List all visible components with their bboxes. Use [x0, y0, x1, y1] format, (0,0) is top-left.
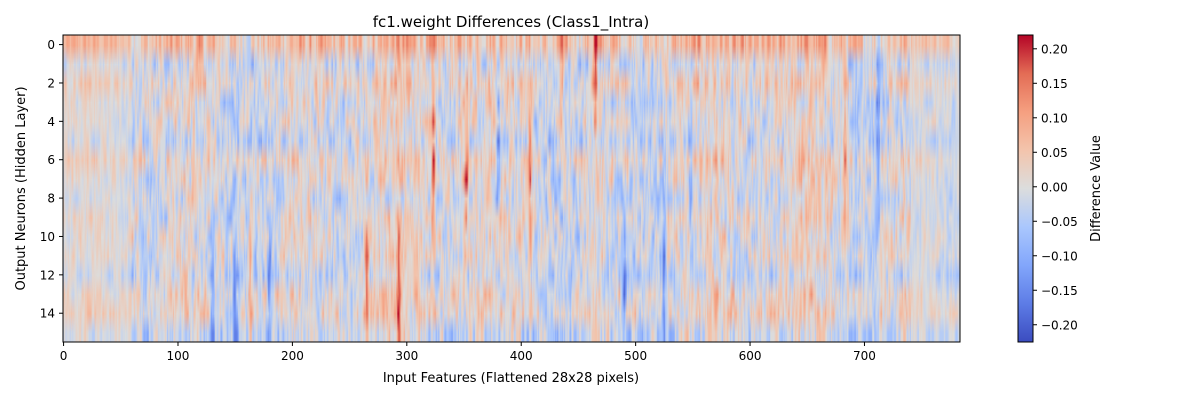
colorbar-ticks: −0.20 −0.15 −0.10 −0.05 0.00 0.05 0.10 0.15 0.20 [1033, 42, 1078, 332]
y-tick-label: 14 [40, 307, 55, 321]
y-tick-label: 12 [40, 268, 55, 282]
x-tick-label: 500 [624, 349, 647, 363]
x-tick-label: 0 [60, 349, 68, 363]
y-axis-ticks: 0 2 4 6 8 10 12 14 [40, 38, 63, 321]
y-axis-label: Output Neurons (Hidden Layer) [14, 86, 29, 290]
colorbar-tick-label: 0.00 [1041, 180, 1068, 194]
x-tick-label: 400 [510, 349, 533, 363]
x-tick-label: 600 [739, 349, 762, 363]
colorbar-tick-label: −0.05 [1041, 215, 1078, 229]
colorbar-tick-label: 0.05 [1041, 146, 1068, 160]
colorbar-gradient [1017, 34, 1034, 343]
plot-area [62, 34, 961, 343]
colorbar-tick-label: 0.10 [1041, 111, 1068, 125]
colorbar-tick-label: −0.10 [1041, 249, 1078, 263]
colorbar-tick-label: −0.15 [1041, 284, 1078, 298]
y-tick-label: 6 [47, 153, 55, 167]
x-axis-label: Input Features (Flattened 28x28 pixels) [383, 371, 639, 386]
colorbar-tick-label: 0.20 [1041, 42, 1068, 56]
x-axis-ticks: 0 100 200 300 400 500 600 700 [60, 342, 876, 363]
colorbar-tick-label: −0.20 [1041, 318, 1078, 332]
x-tick-label: 700 [853, 349, 876, 363]
x-tick-label: 300 [395, 349, 418, 363]
colorbar: −0.20 −0.15 −0.10 −0.05 0.00 0.05 0.10 0.15 0.20… [1017, 34, 1104, 343]
y-tick-label: 10 [40, 230, 55, 244]
y-tick-label: 8 [47, 192, 55, 206]
plot-frame [62, 34, 961, 343]
y-tick-label: 0 [47, 38, 55, 52]
colorbar-tick-label: 0.15 [1041, 77, 1068, 91]
chart-title: fc1.weight Differences (Class1_Intra) [373, 13, 649, 32]
heatmap-image [63, 35, 960, 342]
y-tick-label: 2 [47, 76, 55, 90]
x-tick-label: 200 [281, 349, 304, 363]
x-tick-label: 100 [167, 349, 190, 363]
colorbar-label: Difference Value [1089, 135, 1104, 242]
y-tick-label: 4 [47, 115, 55, 129]
